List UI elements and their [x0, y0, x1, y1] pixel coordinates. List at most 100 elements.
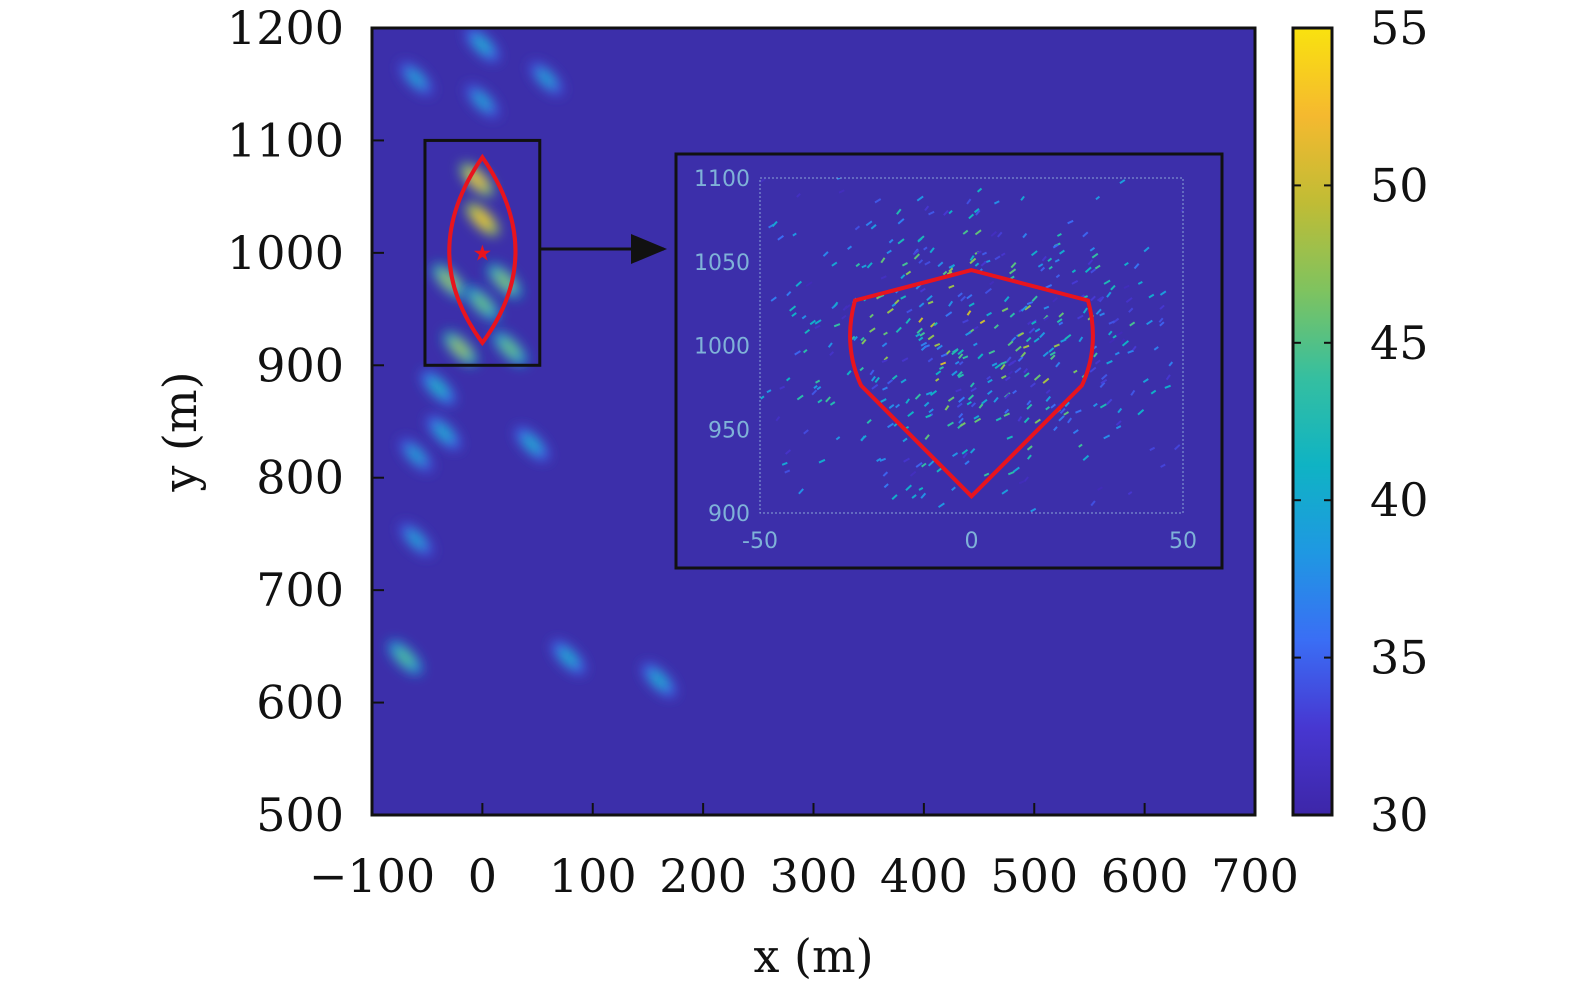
inset-speckle — [936, 467, 942, 473]
inset-speckle — [1094, 264, 1101, 270]
inset-speckle — [1077, 314, 1084, 320]
target-star-marker: ★ — [473, 240, 493, 265]
inset-speckle — [961, 448, 969, 455]
inset-speckle — [770, 296, 777, 302]
inset-speckle — [822, 251, 829, 257]
inset-speckle — [1159, 304, 1165, 310]
inset-speckle — [1114, 351, 1120, 356]
inset-speckle — [994, 363, 1002, 370]
inset-speckle — [781, 461, 788, 466]
inset-y-tick-label: 1050 — [694, 251, 750, 276]
inset-speckle — [1028, 327, 1036, 334]
inset-speckle — [912, 249, 920, 256]
inset-speckle — [921, 462, 927, 468]
inset-speckle — [925, 391, 933, 396]
inset-speckle — [883, 483, 889, 489]
inset-speckle — [850, 335, 856, 341]
inset-speckle — [939, 366, 944, 370]
inset-speckle — [988, 349, 996, 355]
inset-speckle — [1089, 247, 1096, 252]
inset-speckle — [1078, 443, 1083, 448]
inset-speckle — [1026, 445, 1033, 451]
x-tick-label: 700 — [1211, 849, 1299, 903]
inset-speckle — [973, 207, 980, 214]
inset-speckle — [997, 231, 1003, 238]
inset-speckle — [1014, 367, 1022, 374]
inset-speckle — [970, 387, 977, 393]
inset-speckle — [928, 408, 934, 414]
inset-speckle — [1127, 349, 1135, 354]
inset-speckle — [1050, 403, 1056, 409]
inset-speckle — [1180, 208, 1183, 213]
inset-speckle — [1115, 425, 1122, 430]
inset-speckle — [915, 462, 923, 468]
inset-speckle — [994, 255, 1001, 261]
inset-speckle — [918, 336, 924, 342]
inset-speckle — [1026, 454, 1032, 460]
inset-detection-contour — [848, 268, 1095, 500]
inset-speckle — [1011, 336, 1017, 342]
inset-speckle — [1090, 295, 1096, 302]
colorbar: 30 35 40 45 50 55 — [1291, 1, 1429, 842]
inset-speckle — [956, 402, 963, 408]
inset-speckle — [1001, 489, 1009, 495]
inset-speckle — [955, 388, 962, 393]
inset-speckle — [1149, 446, 1156, 452]
inset-speckle — [886, 379, 894, 385]
inset-speckle — [866, 262, 873, 269]
inset-speckle — [1117, 407, 1123, 414]
inset-speckle — [1026, 301, 1034, 306]
inset-speckle — [989, 280, 995, 286]
detection-contour — [447, 153, 518, 347]
inset-speckle — [895, 326, 902, 334]
inset-speckle — [1043, 305, 1050, 310]
inset-speckle — [1017, 332, 1025, 337]
x-tick-label: 400 — [880, 849, 968, 903]
x-tick-label: 100 — [549, 849, 637, 903]
inset-speckle — [816, 386, 822, 391]
inset-speckle — [948, 284, 955, 289]
inset-speckle — [906, 308, 913, 314]
inset-speckle — [1050, 354, 1056, 361]
inset-speckle — [1039, 331, 1046, 339]
y-tick-label: 1000 — [227, 226, 344, 280]
inset-speckle — [902, 437, 908, 443]
inset-speckle — [969, 382, 975, 388]
inset-speckle — [1004, 393, 1011, 400]
inset-speckle — [972, 342, 978, 347]
inset-speckle — [937, 261, 944, 268]
inset-speckle — [1096, 296, 1103, 302]
inset-speckle — [920, 492, 927, 499]
inset-speckle — [1094, 359, 1101, 365]
inset-speckle — [918, 302, 925, 308]
inset-speckle — [962, 229, 969, 235]
inset-speckle — [870, 375, 876, 382]
inset-speckle — [1106, 360, 1113, 365]
inset-speckle — [974, 262, 980, 267]
inset-speckle — [811, 389, 818, 396]
inset-speckle — [870, 224, 877, 230]
inset-speckle — [924, 205, 930, 212]
inset-speckle — [966, 198, 972, 205]
heatmap-hotspot — [443, 331, 478, 366]
inset-speckle — [1123, 261, 1129, 267]
inset-speckle — [976, 187, 983, 193]
inset-speckle — [1127, 491, 1133, 496]
inset-speckle — [920, 341, 928, 347]
inset-speckle — [1007, 370, 1014, 376]
colorbar-scale — [1291, 26, 1334, 817]
y-axis-label: y (m) — [153, 371, 207, 492]
inset-speckle — [946, 270, 953, 276]
inset-speckle — [1073, 369, 1078, 374]
inset-speckle — [1034, 418, 1041, 424]
inset-speckle — [1089, 366, 1097, 373]
inset-speckle — [905, 317, 911, 324]
inset-speckle — [1048, 265, 1053, 270]
inset-speckle — [886, 249, 892, 255]
inset-speckle — [1055, 274, 1061, 279]
y-tick-label: 500 — [256, 788, 344, 842]
inset-speckle — [1072, 429, 1079, 435]
inset-speckle-field — [760, 178, 1183, 513]
inset-speckle — [804, 328, 811, 335]
inset-speckle — [1006, 435, 1013, 440]
